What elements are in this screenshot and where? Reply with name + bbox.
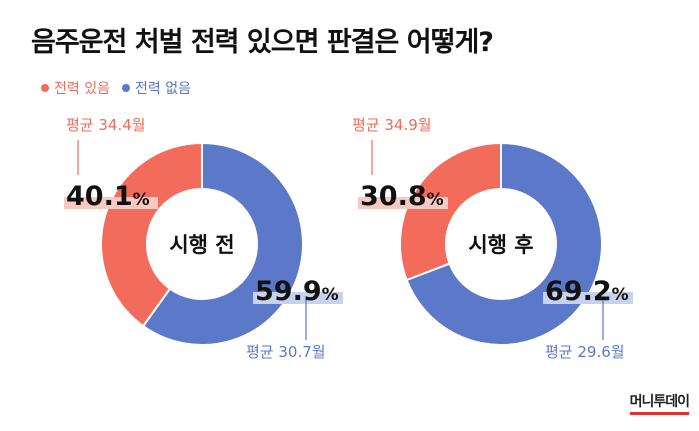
average-label: 평균 34.4월	[66, 116, 146, 134]
legend: 전력 있음 전력 없음	[41, 78, 191, 98]
value-label: 59.9%	[255, 276, 339, 307]
legend-item-with-record: 전력 있음	[41, 78, 110, 98]
value-unit: %	[427, 190, 444, 210]
value-unit: %	[322, 285, 339, 305]
average-label: 평균 29.6월	[545, 343, 625, 361]
average-label: 평균 34.9월	[352, 116, 432, 134]
brand-logo: 머니투데이	[629, 391, 690, 415]
donut-center-label: 시행 후	[468, 233, 533, 257]
donut-slice-with-record	[100, 141, 203, 328]
average-label: 평균 30.7월	[246, 343, 326, 361]
value-highlight	[543, 292, 633, 304]
value-highlight	[64, 197, 158, 209]
legend-item-without-record: 전력 없음	[121, 78, 191, 98]
value-unit: %	[133, 190, 150, 210]
value-label: 69.2%	[545, 276, 629, 307]
value-highlight	[253, 292, 343, 304]
value-unit: %	[612, 285, 629, 305]
value-highlight	[358, 197, 448, 209]
donut-center-label: 시행 전	[169, 233, 234, 257]
legend-label: 전력 있음	[54, 81, 110, 97]
legend-label: 전력 없음	[134, 81, 191, 97]
donut-slice-with-record	[399, 141, 502, 282]
legend-swatch-blue	[121, 84, 130, 92]
chart-title: 음주운전 처벌 전력 있으면 판결은 어떻게?	[31, 27, 494, 58]
legend-swatch-red	[41, 84, 49, 92]
